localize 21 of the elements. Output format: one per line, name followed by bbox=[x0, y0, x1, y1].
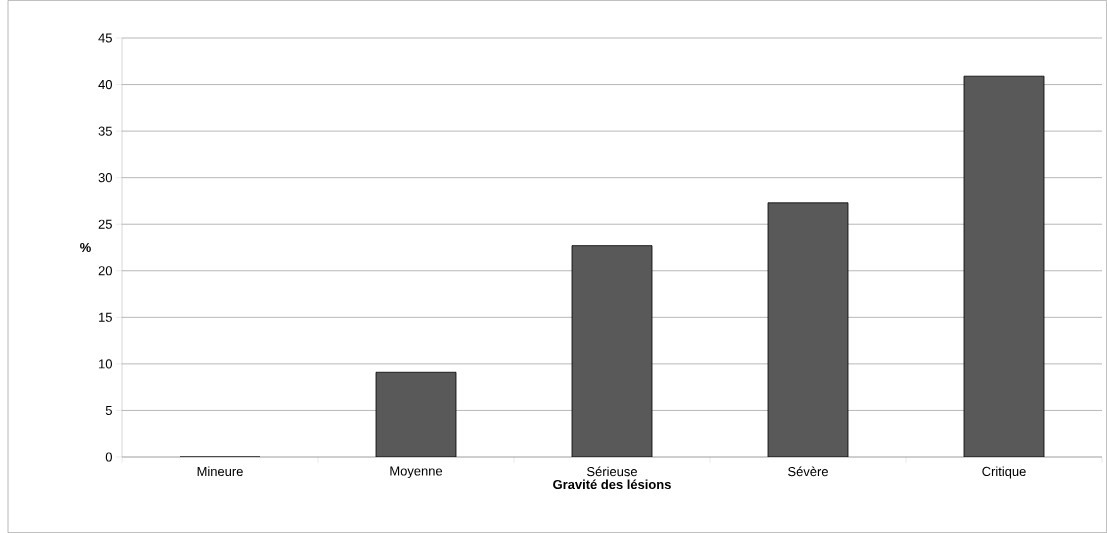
y-tick-label: 0 bbox=[105, 452, 112, 462]
y-tick-label: 10 bbox=[99, 359, 112, 369]
y-tick-label: 45 bbox=[98, 33, 112, 43]
y-tick-label: 25 bbox=[98, 219, 112, 229]
bar bbox=[375, 371, 457, 457]
x-tick-label: Moyenne bbox=[390, 466, 443, 479]
y-tick-label: 5 bbox=[105, 405, 112, 415]
y-tick-label: 20 bbox=[98, 266, 112, 276]
y-tick-label: 35 bbox=[98, 126, 112, 136]
y-tick-label: 15 bbox=[99, 312, 112, 322]
bar bbox=[767, 202, 849, 457]
x-tick-label: Sévère bbox=[788, 466, 828, 477]
x-tick-label: Sérieuse bbox=[587, 466, 637, 477]
y-tick-label: 40 bbox=[98, 79, 112, 90]
x-tick-label: Mineure bbox=[197, 466, 243, 477]
bar bbox=[963, 75, 1045, 457]
x-axis-title: Gravité des lésions bbox=[553, 479, 671, 490]
y-axis-title: % bbox=[80, 242, 91, 253]
y-tick-label: 30 bbox=[98, 173, 112, 183]
bar bbox=[571, 245, 653, 457]
x-tick-label: Critique bbox=[982, 466, 1026, 479]
